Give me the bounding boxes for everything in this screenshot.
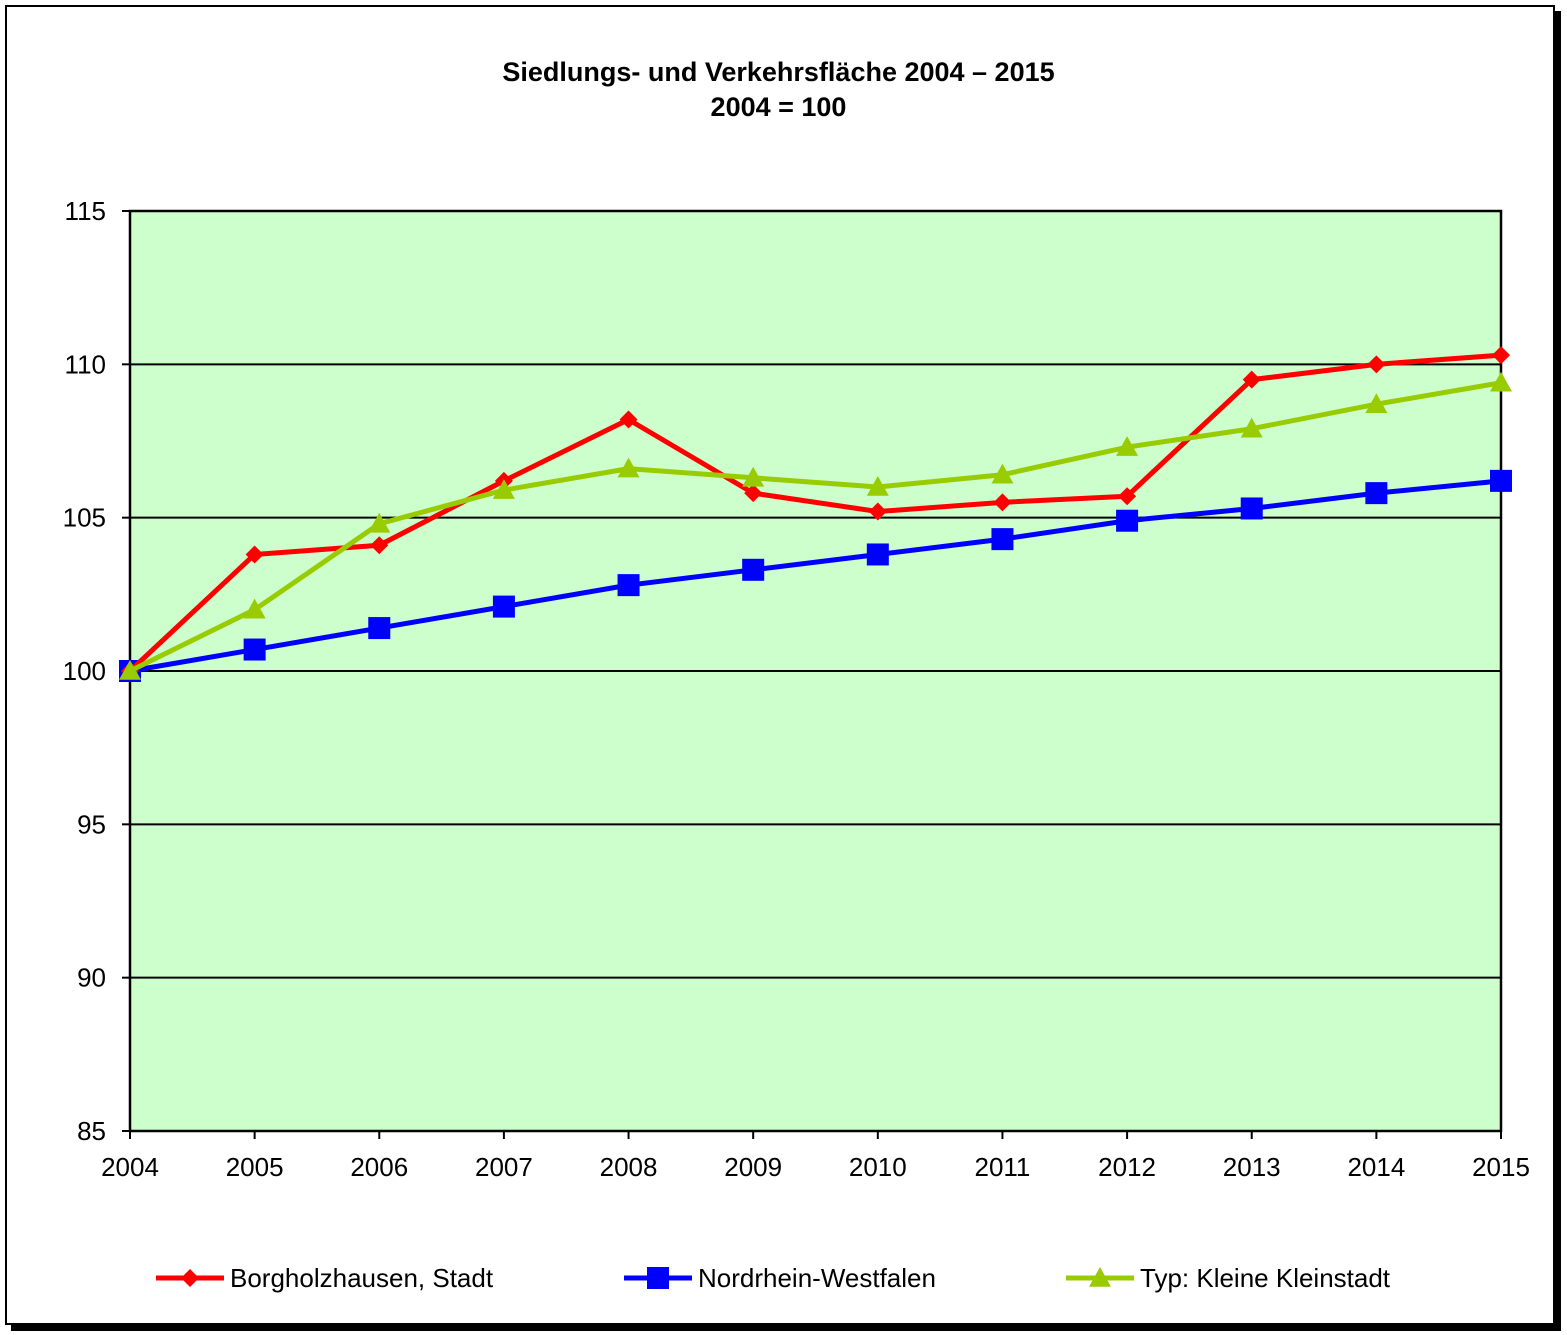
data-point-0 bbox=[370, 536, 389, 555]
x-tick-label: 2010 bbox=[849, 1152, 907, 1182]
data-point-1 bbox=[1365, 482, 1388, 505]
chart-subtitle: 2004 = 100 bbox=[710, 92, 847, 122]
data-point-0 bbox=[1242, 370, 1261, 389]
data-point-0 bbox=[245, 545, 264, 564]
data-point-1 bbox=[243, 638, 266, 661]
y-tick-label: 100 bbox=[63, 656, 106, 686]
x-tick-label: 2012 bbox=[1098, 1152, 1156, 1182]
data-point-0 bbox=[619, 410, 638, 429]
data-point-2 bbox=[617, 457, 640, 478]
data-point-0 bbox=[993, 493, 1012, 512]
data-point-2 bbox=[991, 463, 1014, 484]
x-tick-label: 2006 bbox=[350, 1152, 408, 1182]
chart-title: Siedlungs- und Verkehrsfläche 2004 – 201… bbox=[502, 57, 1055, 87]
data-point-1 bbox=[617, 574, 640, 597]
data-point-1 bbox=[1116, 509, 1139, 532]
chart-title-block: Siedlungs- und Verkehrsfläche 2004 – 201… bbox=[7, 55, 1550, 125]
legend-marker bbox=[1089, 1267, 1111, 1287]
x-tick-label: 2005 bbox=[226, 1152, 284, 1182]
y-tick-label: 95 bbox=[77, 809, 106, 839]
data-point-2 bbox=[1116, 436, 1139, 456]
data-point-0 bbox=[1367, 355, 1386, 374]
data-point-1 bbox=[866, 543, 889, 566]
y-tick-label: 85 bbox=[77, 1116, 106, 1146]
x-tick-label: 2009 bbox=[724, 1152, 782, 1182]
x-tick-label: 2007 bbox=[475, 1152, 533, 1182]
x-tick-label: 2014 bbox=[1347, 1152, 1405, 1182]
series-line-0 bbox=[128, 352, 1502, 673]
data-point-2 bbox=[492, 479, 515, 499]
data-point-2 bbox=[1490, 371, 1512, 392]
x-tick-label: 2013 bbox=[1223, 1152, 1281, 1182]
data-point-1 bbox=[991, 528, 1014, 551]
x-tick-label: 2011 bbox=[974, 1152, 1030, 1182]
data-point-2 bbox=[368, 512, 391, 533]
y-tick-label: 110 bbox=[65, 349, 106, 379]
data-point-1 bbox=[1240, 497, 1263, 520]
data-point-1 bbox=[742, 558, 765, 581]
series-line-2 bbox=[128, 380, 1502, 674]
x-tick-label: 2008 bbox=[600, 1152, 658, 1182]
y-tick-label: 90 bbox=[77, 963, 106, 993]
data-point-2 bbox=[243, 598, 266, 619]
data-point-2 bbox=[119, 660, 141, 680]
series-line-1 bbox=[129, 478, 1502, 674]
data-point-2 bbox=[1365, 393, 1388, 413]
y-tick-label: 115 bbox=[65, 196, 106, 226]
data-point-0 bbox=[744, 484, 763, 503]
data-point-0 bbox=[1118, 487, 1137, 506]
data-point-2 bbox=[866, 476, 889, 496]
legend-label: Borgholzhausen, Stadt bbox=[230, 1263, 494, 1293]
legend-label: Nordrhein-Westfalen bbox=[698, 1263, 936, 1293]
data-point-0 bbox=[1492, 346, 1510, 365]
legend-marker bbox=[181, 1269, 199, 1287]
data-point-0 bbox=[868, 502, 887, 521]
y-tick-label: 105 bbox=[63, 503, 106, 533]
data-point-1 bbox=[1490, 469, 1512, 492]
x-tick-label: 2004 bbox=[101, 1152, 159, 1182]
data-point-2 bbox=[742, 466, 765, 487]
legend-marker bbox=[647, 1267, 669, 1289]
data-point-1 bbox=[368, 617, 391, 640]
x-tick-label: 2015 bbox=[1472, 1152, 1530, 1182]
legend-label: Typ: Kleine Kleinstadt bbox=[1140, 1263, 1391, 1293]
data-point-2 bbox=[1240, 417, 1263, 438]
data-point-1 bbox=[492, 595, 515, 618]
